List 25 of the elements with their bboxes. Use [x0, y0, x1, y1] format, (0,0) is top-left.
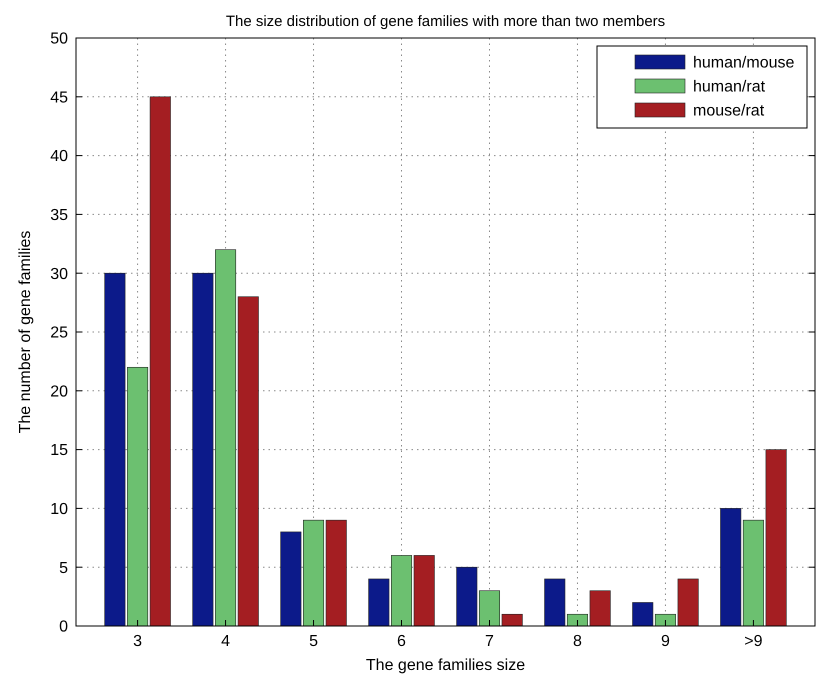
y-tick-label: 50: [50, 30, 68, 48]
legend-label: human/rat: [693, 78, 766, 96]
y-tick-label: 25: [50, 324, 68, 342]
legend-label: human/mouse: [693, 54, 794, 72]
legend-label: mouse/rat: [693, 102, 765, 120]
chart-title: The size distribution of gene families with more than two members: [226, 13, 666, 30]
x-tick-label: 5: [309, 633, 318, 650]
x-tick-label: 6: [397, 633, 406, 650]
y-tick-label: 20: [50, 383, 68, 400]
y-tick-label: 10: [50, 501, 68, 518]
x-tick-label: 8: [573, 633, 582, 650]
x-axis-title: The gene families size: [366, 657, 526, 674]
y-axis-title: The number of gene families: [17, 230, 34, 434]
y-tick-label: 15: [50, 442, 68, 460]
y-tick-label: 0: [59, 618, 68, 636]
x-tick-label: >9: [744, 633, 763, 650]
y-tick-label: 30: [50, 266, 68, 283]
y-tick-label: 45: [50, 89, 68, 106]
x-tick-label: 4: [221, 633, 230, 650]
y-tick-label: 5: [59, 560, 68, 577]
y-tick-label: 40: [50, 148, 68, 166]
x-tick-label: 7: [485, 633, 494, 650]
x-tick-label: 3: [133, 633, 142, 650]
x-tick-label: 9: [660, 633, 670, 650]
y-tick-label: 35: [50, 207, 68, 224]
